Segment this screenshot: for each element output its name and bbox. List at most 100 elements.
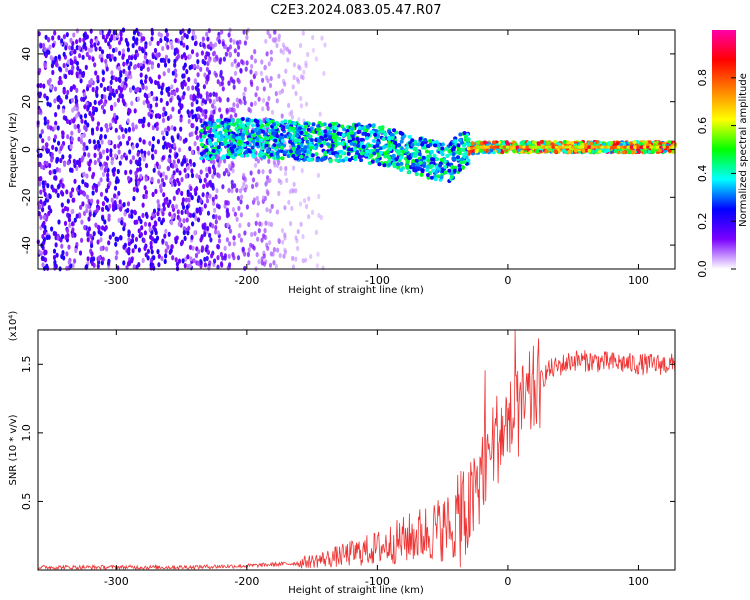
spectrogram-cell bbox=[63, 220, 68, 226]
spectrogram-cell bbox=[56, 125, 60, 131]
spectrogram-cell bbox=[265, 101, 269, 107]
spectrogram-cell bbox=[50, 226, 54, 232]
spectrogram-cell bbox=[411, 159, 416, 163]
spectrogram-cell bbox=[267, 128, 272, 133]
spectrogram-cell bbox=[270, 203, 274, 209]
spectrogram-cell bbox=[316, 251, 320, 257]
spectrogram-cell bbox=[260, 59, 264, 65]
spectrogram-cell bbox=[137, 215, 141, 221]
spectrogram-cell bbox=[200, 234, 204, 240]
spectrogram-cell bbox=[170, 89, 174, 96]
spectrogram-cell bbox=[298, 65, 302, 71]
spectrogram-cell bbox=[57, 140, 61, 146]
x-tick-label: -100 bbox=[365, 274, 390, 287]
spectrogram-cell bbox=[126, 47, 130, 53]
spectrogram-cell bbox=[300, 168, 304, 174]
spectrogram-cell bbox=[184, 55, 188, 61]
x-tick-label: -200 bbox=[234, 575, 259, 588]
spectrogram-cell bbox=[283, 247, 287, 253]
spectrogram-cell bbox=[101, 34, 105, 40]
spectrogram-cell bbox=[226, 124, 231, 129]
spectrogram-cell bbox=[196, 72, 200, 78]
spectrogram-cell bbox=[655, 145, 661, 149]
spectrogram-cell bbox=[156, 40, 160, 47]
spectrogram-cell bbox=[399, 139, 404, 144]
spectrogram-cell bbox=[369, 153, 374, 158]
spectrogram-cell bbox=[100, 49, 105, 55]
spectrogram-cell bbox=[587, 148, 592, 153]
spectrogram-cell bbox=[410, 138, 415, 143]
spectrogram-cell bbox=[247, 222, 251, 228]
spectrogram-cell bbox=[262, 154, 267, 159]
spectrogram-cell bbox=[133, 209, 137, 215]
spectrogram-cell bbox=[148, 40, 152, 47]
spectrogram-cell bbox=[89, 28, 93, 34]
spectrogram-cell bbox=[115, 88, 119, 95]
spectrogram-cell bbox=[404, 148, 409, 153]
spectrogram-cell bbox=[260, 237, 264, 243]
spectrogram-cell bbox=[430, 157, 434, 162]
spectrogram-cell bbox=[185, 34, 189, 40]
spectrogram-cell bbox=[399, 155, 403, 160]
spectrogram-cell bbox=[375, 143, 380, 148]
spectrogram-cell bbox=[259, 70, 263, 76]
spectrogram-cell bbox=[212, 214, 216, 220]
spectrogram-cell bbox=[156, 249, 160, 255]
spectrogram-cell bbox=[244, 150, 249, 154]
spectrogram-cell bbox=[434, 170, 439, 174]
spectrogram-cell bbox=[57, 54, 61, 60]
spectrogram-cell bbox=[128, 70, 132, 76]
spectrogram-cell bbox=[51, 35, 55, 41]
spectrogram-cell bbox=[331, 151, 336, 156]
spectrogram-cell bbox=[237, 205, 241, 211]
spectrogram-cell bbox=[615, 141, 620, 146]
spectrogram-cell bbox=[256, 200, 260, 206]
spectrogram-cell bbox=[520, 141, 525, 146]
spectrogram-cell bbox=[131, 122, 135, 128]
spectrogram-cell bbox=[99, 237, 103, 243]
spectrogram-cell bbox=[243, 265, 247, 271]
spectrogram-cell bbox=[215, 54, 219, 60]
spectrogram-cell bbox=[536, 141, 541, 146]
spectrogram-cell bbox=[115, 115, 119, 121]
spectrogram-cell bbox=[108, 234, 112, 240]
spectrogram-cell bbox=[285, 177, 289, 183]
colorbar-tick-label: 0.4 bbox=[696, 165, 709, 183]
spectrogram-cell bbox=[319, 143, 324, 148]
spectrogram-cell bbox=[49, 125, 53, 131]
spectrogram-cell bbox=[51, 144, 55, 150]
spectrogram-cell bbox=[400, 131, 405, 136]
spectrogram-cell bbox=[564, 145, 569, 149]
spectrogram-cell bbox=[309, 253, 313, 260]
spectrogram-cell bbox=[263, 228, 267, 234]
spectrogram-cell bbox=[45, 95, 49, 101]
spectrogram-cell bbox=[202, 84, 206, 90]
spectrogram-cell bbox=[215, 96, 219, 102]
spectrogram-cell bbox=[294, 90, 298, 96]
spectrogram-cell bbox=[172, 178, 176, 184]
spectrogram-cell bbox=[162, 181, 166, 187]
spectrogram-cell bbox=[43, 93, 47, 99]
spectrogram-cell bbox=[264, 38, 268, 44]
spectrogram-cell bbox=[101, 216, 105, 222]
spectrogram-cell bbox=[340, 151, 345, 156]
spectrogram-cell bbox=[356, 143, 361, 148]
spectrogram-cell bbox=[190, 49, 195, 55]
spectrogram-cell bbox=[245, 153, 250, 158]
spectrogram-cell bbox=[341, 158, 346, 163]
spectrogram-cell bbox=[62, 51, 66, 57]
spectrogram-cell bbox=[71, 227, 75, 233]
spectrogram-cell bbox=[227, 118, 231, 123]
spectrogram-cell bbox=[81, 54, 85, 60]
spectrogram-cell bbox=[212, 122, 217, 127]
snr-frame bbox=[37, 329, 676, 571]
spectrogram-cell bbox=[206, 225, 210, 232]
spectrogram-cell bbox=[185, 204, 189, 210]
spectrogram-cell bbox=[647, 149, 652, 154]
spectrogram-cells bbox=[36, 27, 677, 272]
spectrogram-cell bbox=[646, 145, 651, 149]
spectrogram-cell bbox=[166, 165, 170, 171]
spectrogram-cell bbox=[223, 123, 228, 128]
spectrogram-cell bbox=[419, 172, 424, 177]
spectrogram-cell bbox=[172, 195, 176, 201]
